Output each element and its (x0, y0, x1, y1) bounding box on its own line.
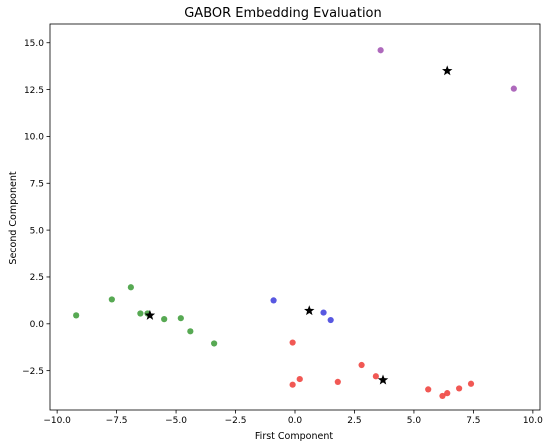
x-tick-label: 10.0 (523, 416, 543, 426)
y-tick-label: 0.0 (30, 320, 45, 330)
x-tick-label: −7.5 (106, 416, 128, 426)
data-point (444, 390, 451, 397)
data-point (137, 310, 144, 317)
centroid-markers (144, 65, 453, 385)
y-tick-label: 10.0 (24, 133, 44, 143)
data-point (358, 361, 365, 369)
data-point (372, 373, 379, 380)
y-tick-label: 2.5 (30, 273, 44, 283)
centroid-star-marker (144, 309, 156, 320)
data-point (289, 339, 296, 346)
axis-ticks: −10.0 −7.5 −5.0 −2.5 0.0 2.5 5.0 7.5 10.0 −2.5 0.0… (22, 39, 543, 426)
data-point (439, 392, 446, 400)
data-point (327, 316, 334, 324)
data-point (73, 312, 80, 319)
centroid-star-marker (442, 65, 453, 76)
x-axis-label: First Component (255, 431, 333, 442)
data-point (456, 385, 463, 392)
y-tick-label: 5.0 (30, 226, 45, 236)
data-point (127, 284, 134, 291)
data-point (187, 328, 194, 335)
data-points (73, 47, 517, 400)
data-point (334, 378, 341, 385)
y-tick-label: 12.5 (24, 86, 44, 96)
y-tick-label: 15.0 (24, 39, 44, 49)
data-point (108, 296, 115, 303)
x-tick-label: −5.0 (165, 416, 187, 426)
data-point (177, 315, 184, 322)
data-point (425, 386, 432, 393)
y-tick-label: 7.5 (30, 179, 44, 189)
data-point (289, 381, 296, 388)
data-point (467, 380, 475, 387)
data-point (296, 375, 303, 383)
data-point (161, 316, 168, 323)
centroid-star-marker (377, 374, 389, 385)
data-point (377, 47, 384, 54)
x-tick-label: 5.0 (407, 416, 422, 426)
y-axis-label: Second Component (8, 171, 19, 264)
x-tick-label: −10.0 (43, 416, 71, 426)
data-point (211, 340, 218, 347)
data-point (320, 309, 327, 316)
plot-frame (49, 23, 541, 411)
x-tick-label: 0.0 (288, 416, 303, 426)
x-tick-label: −2.5 (225, 416, 247, 426)
x-tick-label: 2.5 (347, 416, 361, 426)
x-tick-label: 7.5 (466, 416, 480, 426)
chart-title: GABOR Embedding Evaluation (184, 6, 382, 21)
y-tick-label: −2.5 (22, 367, 44, 377)
data-point (270, 297, 277, 304)
data-point (510, 85, 517, 92)
centroid-star-marker (304, 305, 315, 316)
